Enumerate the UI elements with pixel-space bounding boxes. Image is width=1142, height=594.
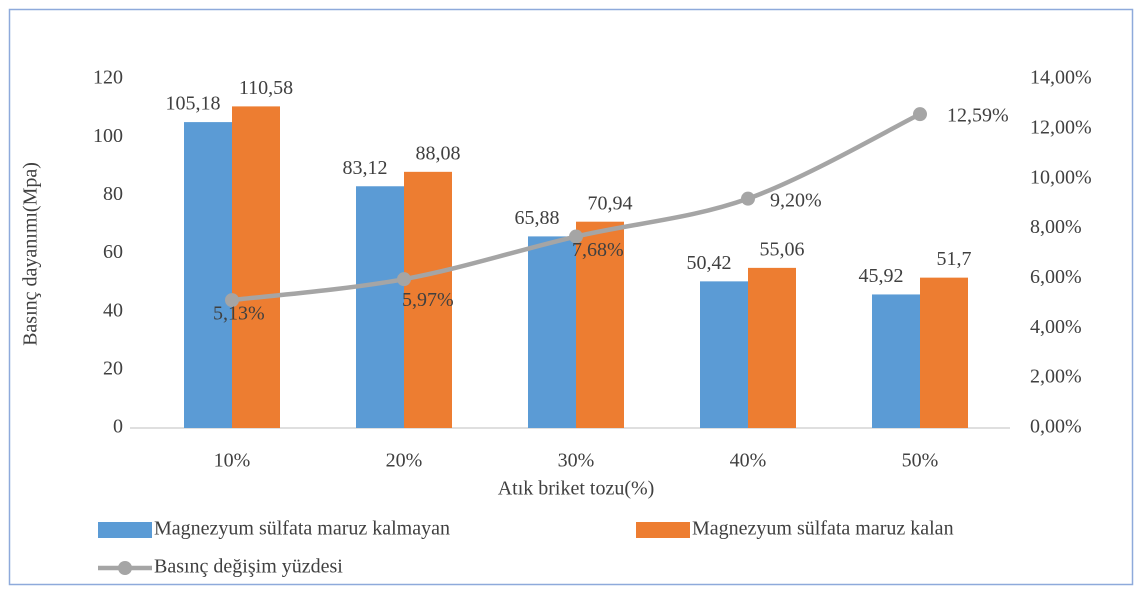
y-tick-label: 100 bbox=[93, 125, 123, 147]
x-axis-title: Atık briket tozu(%) bbox=[498, 478, 655, 500]
data-label: 70,94 bbox=[588, 192, 633, 214]
data-label: 51,7 bbox=[937, 248, 972, 270]
y2-tick-label: 10,00% bbox=[1030, 166, 1092, 188]
bar bbox=[404, 171, 452, 429]
data-label: 12,59% bbox=[947, 105, 1009, 127]
line-marker bbox=[225, 293, 239, 308]
y-tick-label: 80 bbox=[103, 183, 123, 205]
line-marker bbox=[569, 229, 583, 244]
bar bbox=[748, 267, 796, 428]
y2-tick-label: 2,00% bbox=[1030, 366, 1082, 388]
legend-swatch bbox=[98, 522, 152, 538]
legend-swatch-marker bbox=[118, 561, 132, 575]
data-label: 5,97% bbox=[402, 289, 454, 311]
x-tick-label: 20% bbox=[386, 450, 423, 472]
bar bbox=[184, 122, 232, 428]
y-tick-label: 120 bbox=[93, 67, 123, 89]
y2-tick-label: 6,00% bbox=[1030, 266, 1082, 288]
legend-label: Basınç değişim yüzdesi bbox=[154, 556, 343, 578]
y-axis-title: Basınç dayanımı(Mpa) bbox=[20, 162, 42, 346]
x-tick-label: 40% bbox=[730, 450, 767, 472]
bar bbox=[700, 281, 748, 428]
bar bbox=[356, 186, 404, 428]
line-marker bbox=[913, 107, 927, 122]
data-label: 55,06 bbox=[760, 238, 805, 260]
data-label: 83,12 bbox=[343, 157, 388, 179]
bar bbox=[920, 277, 968, 428]
legend-label: Magnezyum sülfata maruz kalan bbox=[692, 518, 954, 540]
y-tick-label: 40 bbox=[103, 299, 123, 321]
y2-tick-label: 8,00% bbox=[1030, 216, 1082, 238]
y2-tick-label: 4,00% bbox=[1030, 316, 1082, 338]
y-tick-label: 60 bbox=[103, 241, 123, 263]
line-marker bbox=[397, 272, 411, 287]
data-label: 50,42 bbox=[687, 252, 732, 274]
y-tick-label: 20 bbox=[103, 357, 123, 379]
x-tick-label: 50% bbox=[902, 450, 939, 472]
bar bbox=[576, 221, 624, 428]
bar bbox=[872, 294, 920, 428]
x-tick-label: 30% bbox=[558, 450, 595, 472]
data-label: 105,18 bbox=[166, 93, 221, 115]
data-label: 9,20% bbox=[770, 189, 822, 211]
legend-label: Magnezyum sülfata maruz kalmayan bbox=[154, 518, 450, 540]
y2-tick-label: 14,00% bbox=[1030, 67, 1092, 89]
data-label: 7,68% bbox=[572, 239, 624, 261]
data-label: 65,88 bbox=[515, 207, 560, 229]
line-marker bbox=[741, 191, 755, 206]
y2-tick-label: 0,00% bbox=[1030, 416, 1082, 438]
data-label: 88,08 bbox=[416, 142, 461, 164]
data-label: 45,92 bbox=[859, 265, 904, 287]
data-label: 110,58 bbox=[239, 77, 293, 99]
bar bbox=[232, 106, 280, 429]
x-tick-label: 10% bbox=[214, 450, 251, 472]
y-tick-label: 0 bbox=[113, 416, 123, 438]
data-label: 5,13% bbox=[213, 303, 265, 325]
legend-swatch bbox=[636, 522, 690, 538]
y2-tick-label: 12,00% bbox=[1030, 116, 1092, 138]
bar bbox=[528, 236, 576, 428]
